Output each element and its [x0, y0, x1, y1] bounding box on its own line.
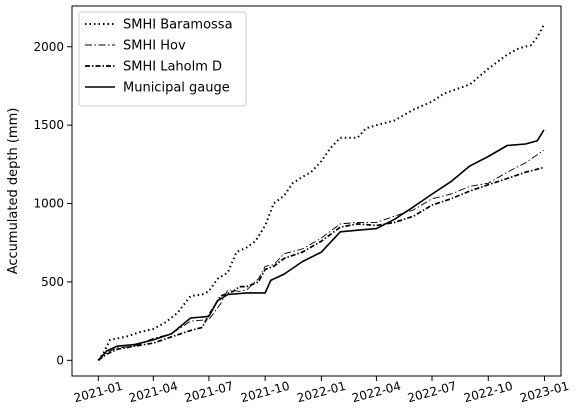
plot-area-frame [71, 5, 562, 377]
series-line-municipal-gauge [97, 129, 545, 361]
y-tick-label: 500 [41, 275, 64, 289]
y-axis: 0 500 1000 1500 2000 [33, 40, 72, 367]
y-tick-label: 1000 [33, 197, 64, 211]
y-tick-label: 1500 [33, 118, 64, 132]
legend-label: SMHI Baramossa [123, 18, 233, 33]
y-tick-label: 0 [56, 353, 64, 367]
series-line-smhi-hov [97, 149, 545, 361]
x-tick-label: 2021-01 [72, 379, 124, 406]
series-line-smhi-laholm-d [97, 166, 545, 361]
x-tick-label: 2021-07 [183, 379, 235, 406]
series-line-smhi-baramossa [97, 24, 545, 361]
x-tick-label: 2022-04 [350, 379, 402, 406]
x-tick-label: 2022-01 [295, 379, 347, 406]
legend-box [78, 11, 247, 107]
x-tick-label: 2021-04 [127, 379, 179, 406]
legend-label: Municipal gauge [123, 81, 230, 96]
x-tick-label: 2022-10 [462, 379, 514, 406]
legend-label: SMHI Hov [123, 39, 186, 54]
legend: SMHI Baramossa SMHI Hov SMHI Laholm D Munic… [78, 11, 247, 107]
legend-label: SMHI Laholm D [123, 60, 222, 75]
series-layer [97, 24, 545, 361]
x-tick-label: 2023-01 [518, 379, 570, 406]
x-tick-label: 2021-10 [239, 379, 291, 406]
y-axis-title: Accumulated depth (mm) [6, 108, 21, 275]
y-tick-label: 2000 [33, 40, 64, 54]
x-tick-label: 2022-07 [406, 379, 458, 406]
x-axis: 2021-01 2021-04 2021-07 2021-10 2022-01 2022-… [72, 376, 571, 406]
